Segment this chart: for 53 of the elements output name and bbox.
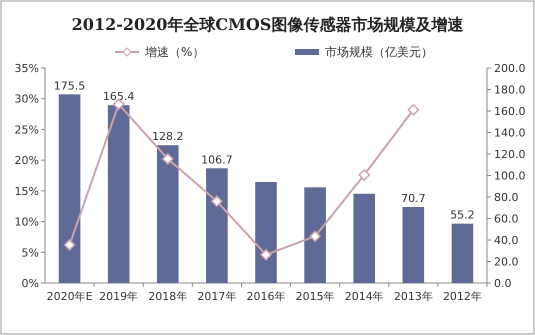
y2-tick-label: 180.0 xyxy=(494,84,526,96)
point xyxy=(162,153,174,165)
y2-tick-label: 100.0 xyxy=(494,170,526,182)
y-tick-label: 5% xyxy=(22,246,39,260)
x-tick-label: 2013年 xyxy=(394,290,433,303)
y2-tick-label: 20.0 xyxy=(494,256,518,268)
y-tick-label: 15% xyxy=(14,184,39,198)
data-label: 175.5 xyxy=(54,79,86,92)
y2-tick-label: 200.0 xyxy=(494,62,526,75)
point xyxy=(64,239,76,251)
point xyxy=(358,169,370,181)
bar xyxy=(108,105,130,283)
y2-tick-label: 60.0 xyxy=(494,212,518,226)
y2-tick-label: 0.0 xyxy=(494,277,512,290)
data-label: 70.7 xyxy=(401,192,426,205)
x-tick-label: 2015年 xyxy=(296,290,335,303)
y2-tick-label: 40.0 xyxy=(494,234,518,247)
y2-tick-label: 160.0 xyxy=(494,105,526,118)
y2-tick-label: 140.0 xyxy=(494,126,526,140)
bar xyxy=(452,224,474,283)
x-tick-label: 2018年 xyxy=(148,290,188,303)
point xyxy=(309,230,321,242)
legend-label: 增速（%） xyxy=(144,45,204,59)
bar xyxy=(58,94,80,283)
bar xyxy=(304,187,326,283)
point xyxy=(211,196,223,208)
bar xyxy=(402,206,424,283)
bar xyxy=(353,194,376,283)
point xyxy=(408,104,420,116)
y-tick-label: 30% xyxy=(14,92,39,106)
y-tick-label: 25% xyxy=(14,123,39,136)
data-label: 128.2 xyxy=(152,130,184,144)
point xyxy=(260,248,272,260)
legend-label: 市场规模（亿美元） xyxy=(325,45,433,59)
y2-tick-label: 120.0 xyxy=(494,148,526,161)
y-tick-label: 0% xyxy=(22,277,39,290)
x-tick-label: 2020年E xyxy=(46,290,93,303)
data-label: 106.7 xyxy=(201,153,233,166)
y-tick-label: 20% xyxy=(14,154,39,168)
data-label: 165.4 xyxy=(102,90,134,104)
x-tick-label: 2016年 xyxy=(246,290,286,303)
bar xyxy=(206,168,228,283)
bar xyxy=(255,182,277,283)
data-label: 55.2 xyxy=(450,208,475,222)
x-tick-label: 2019年 xyxy=(99,290,138,303)
x-tick-label: 2014年 xyxy=(344,290,384,303)
x-tick-label: 2017年 xyxy=(197,290,236,303)
y-tick-label: 10% xyxy=(14,216,39,229)
y2-tick-label: 80.0 xyxy=(494,191,518,204)
chart-title: 2012-2020年全球CMOS图像传感器市场规模及增速 xyxy=(72,15,464,34)
bar xyxy=(156,145,179,283)
y-tick-label: 35% xyxy=(14,62,39,75)
x-tick-label: 2012年 xyxy=(442,290,482,303)
